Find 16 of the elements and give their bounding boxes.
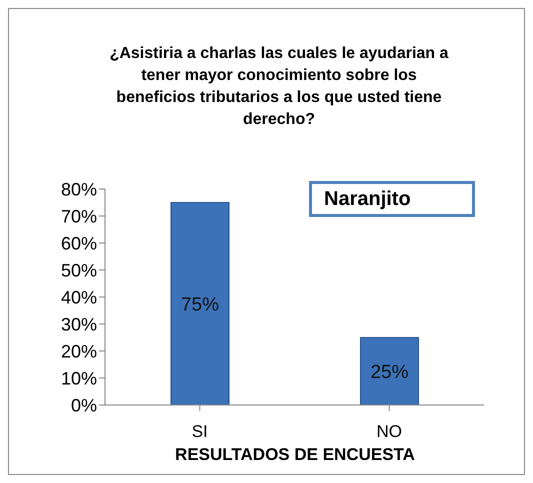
x-tick-label: SI <box>192 422 208 442</box>
y-tick-label: 40% <box>60 287 97 308</box>
y-tick-label: 70% <box>60 206 97 226</box>
label-box: Naranjito <box>309 181 475 217</box>
y-tick-label: 10% <box>60 368 97 388</box>
y-tick-label: 30% <box>60 314 97 334</box>
x-tick-label: NO <box>376 422 402 442</box>
y-tick-label: 20% <box>60 341 97 362</box>
data-label: 75% <box>180 294 220 316</box>
y-tick-label: 0% <box>70 395 97 416</box>
chart-title: ¿Asistiria a charlas las cuales le ayudarian a tener mayor conocimiento sobre los beneficios tributarios a los que usted tiene derecho? <box>109 44 449 130</box>
y-tick-label: 50% <box>60 260 97 280</box>
data-label: 25% <box>370 362 409 383</box>
x-axis-title: RESULTADOS DE ENCUESTA <box>174 445 416 465</box>
y-tick-label: 80% <box>60 179 97 200</box>
y-tick-label: 60% <box>60 233 97 254</box>
